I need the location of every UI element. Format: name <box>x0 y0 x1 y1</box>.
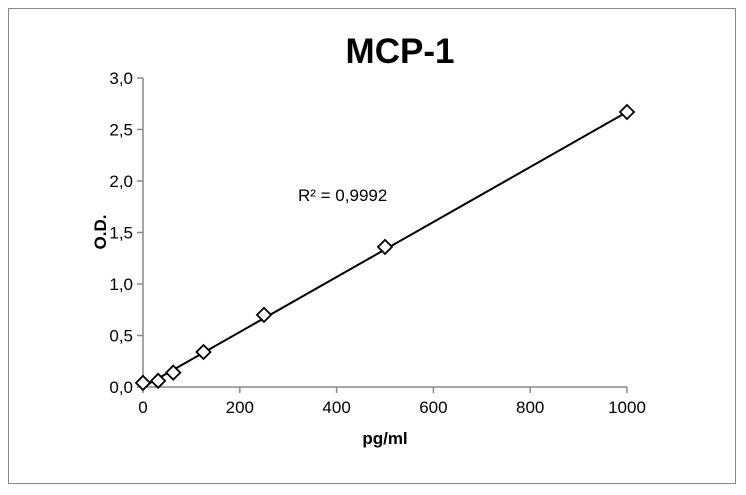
data-point <box>149 372 167 390</box>
data-point <box>618 103 636 121</box>
data-point <box>376 238 394 256</box>
x-tick-label: 400 <box>322 398 350 417</box>
x-tick-label: 0 <box>138 398 147 417</box>
r-squared-annotation: R² = 0,9992 <box>298 186 387 205</box>
y-tick-label: 0,5 <box>109 327 133 346</box>
x-axis-label: pg/ml <box>362 429 407 448</box>
y-tick-label: 1,0 <box>109 275 133 294</box>
y-tick-label: 2,0 <box>109 172 133 191</box>
x-tick-label: 600 <box>419 398 447 417</box>
y-axis-label: O.D. <box>91 215 110 250</box>
data-point <box>164 364 182 381</box>
y-tick-label: 0,0 <box>109 378 133 397</box>
data-point <box>134 374 152 392</box>
chart-frame <box>8 8 736 484</box>
data-point <box>255 306 273 324</box>
y-tick-label: 1,5 <box>109 224 133 243</box>
y-tick-label: 3,0 <box>109 69 133 88</box>
x-tick-label: 1000 <box>608 398 646 417</box>
x-tick-label: 200 <box>226 398 254 417</box>
x-tick-label: 800 <box>516 398 544 417</box>
data-point <box>195 343 212 361</box>
chart-title: MCP-1 <box>346 32 455 71</box>
y-tick-label: 2,5 <box>109 121 133 140</box>
